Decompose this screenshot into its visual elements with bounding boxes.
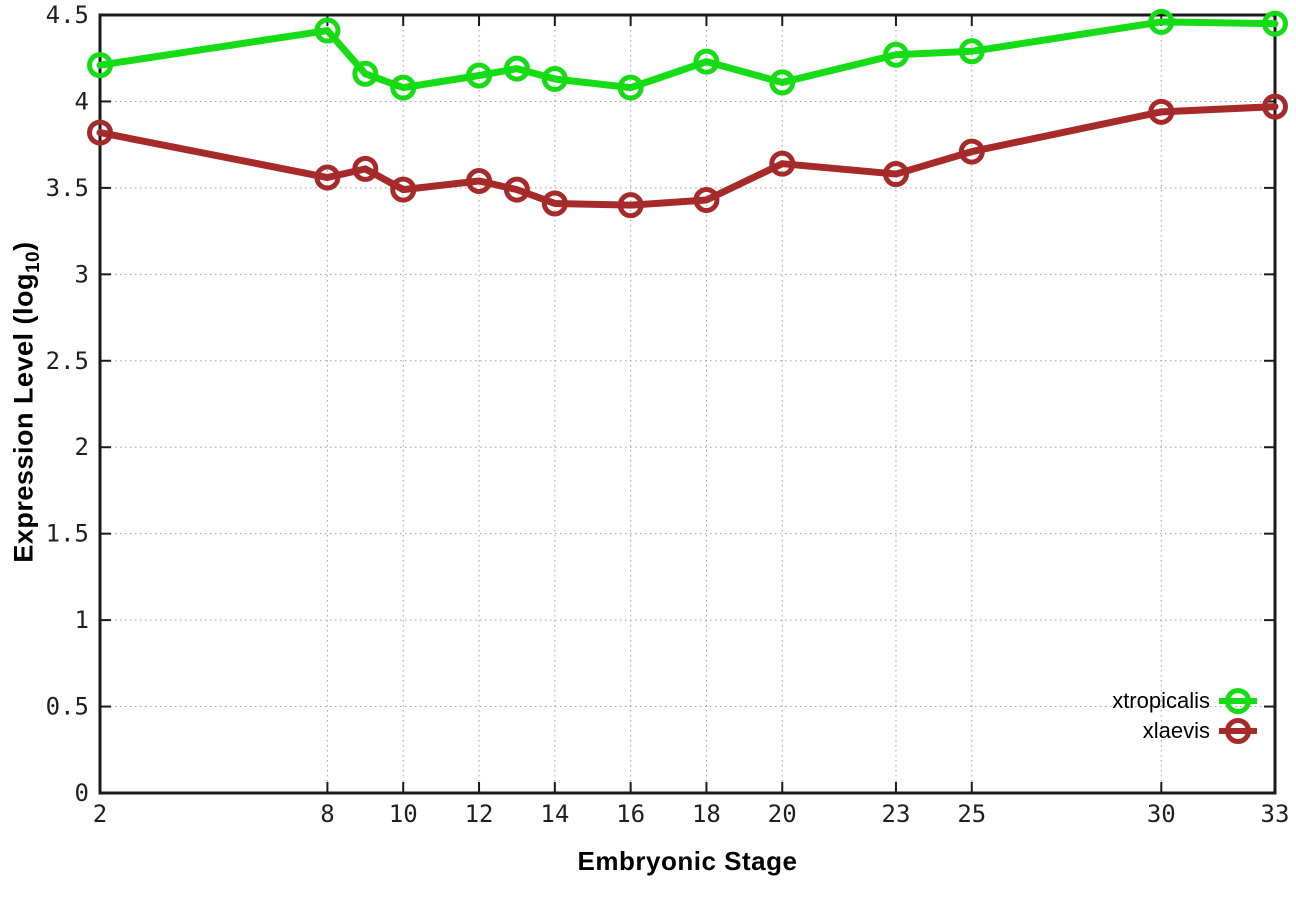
- legend-label: xtropicalis: [1112, 688, 1210, 713]
- line-point-sample-icon: [1219, 718, 1257, 744]
- series-xlaevis-marker: [314, 164, 341, 191]
- series-xlaevis-marker: [1262, 93, 1288, 120]
- x-tick-label: 18: [692, 800, 721, 828]
- x-tick-label: 2: [93, 800, 107, 828]
- legend: xtropicalis xlaevis: [1112, 686, 1257, 746]
- series-xlaevis-marker: [466, 167, 493, 194]
- series-xlaevis-marker: [693, 186, 720, 213]
- y-tick-label: 1: [75, 606, 89, 634]
- x-tick-label: 33: [1261, 800, 1290, 828]
- x-tick-label: 25: [957, 800, 986, 828]
- series-xlaevis-line: [96, 103, 1279, 209]
- series-xlaevis-marker: [390, 176, 417, 203]
- x-tick-label: 20: [768, 800, 797, 828]
- x-tick-label: 8: [320, 800, 334, 828]
- x-tick-label: 12: [465, 800, 494, 828]
- series-xtropicalis-marker: [390, 74, 417, 101]
- series-xtropicalis-marker: [314, 17, 341, 44]
- series-xlaevis-marker: [503, 176, 530, 203]
- y-tick-label: 0.5: [46, 693, 89, 721]
- series-xlaevis-marker: [617, 192, 644, 219]
- legend-entry-xtropicalis: xtropicalis: [1112, 686, 1257, 716]
- y-tick-label: 3: [75, 260, 89, 288]
- x-tick-label: 10: [389, 800, 418, 828]
- series-xlaevis-marker: [1148, 98, 1175, 125]
- series-xtropicalis-marker: [769, 69, 796, 96]
- series-xlaevis-marker: [87, 119, 113, 146]
- y-axis-title-subscript: 10: [22, 250, 44, 274]
- x-tick-label: 30: [1147, 800, 1176, 828]
- series-xlaevis-marker: [352, 155, 379, 182]
- plot-border: [98, 13, 1277, 795]
- y-axis-title-text: Expression Level (log: [8, 273, 39, 563]
- series-xtropicalis-line: [96, 18, 1279, 92]
- y-axis-title: Expression Level (log10): [8, 241, 44, 563]
- y-axis-title-close: ): [8, 241, 39, 251]
- series-xlaevis-marker: [769, 150, 796, 177]
- series-xtropicalis-marker: [541, 65, 568, 92]
- series-xlaevis-marker: [882, 161, 909, 188]
- x-tick-label: 23: [882, 800, 911, 828]
- x-tick-label: 16: [616, 800, 645, 828]
- y-tick-label: 2: [75, 433, 89, 461]
- x-tick-label: 14: [540, 800, 569, 828]
- y-tick-label: 2.5: [46, 347, 89, 375]
- y-tick-label: 3.5: [46, 174, 89, 202]
- series-xtropicalis-marker: [1262, 10, 1288, 37]
- y-tick-label: 4.5: [46, 1, 89, 29]
- series-xlaevis-marker: [541, 190, 568, 217]
- y-tick-label: 4: [75, 87, 89, 115]
- series-xtropicalis-marker: [617, 74, 644, 101]
- y-tick-label: 1.5: [46, 520, 89, 548]
- legend-label: xlaevis: [1142, 718, 1210, 743]
- x-axis-title: Embryonic Stage: [577, 846, 798, 876]
- series-xtropicalis-marker: [958, 38, 985, 65]
- series-xtropicalis-marker: [882, 41, 909, 68]
- series-xtropicalis-marker: [87, 52, 113, 79]
- series-xtropicalis-marker: [466, 62, 493, 89]
- line-point-sample-icon: [1219, 688, 1257, 714]
- series-xlaevis-marker: [958, 138, 985, 165]
- series-xtropicalis-marker: [352, 60, 379, 87]
- series-xtropicalis-marker: [503, 55, 530, 82]
- legend-entry-xlaevis: xlaevis: [1143, 716, 1257, 746]
- y-tick-label: 0: [75, 779, 89, 807]
- series-xtropicalis-marker: [1148, 8, 1175, 35]
- series-xtropicalis-marker: [693, 48, 720, 75]
